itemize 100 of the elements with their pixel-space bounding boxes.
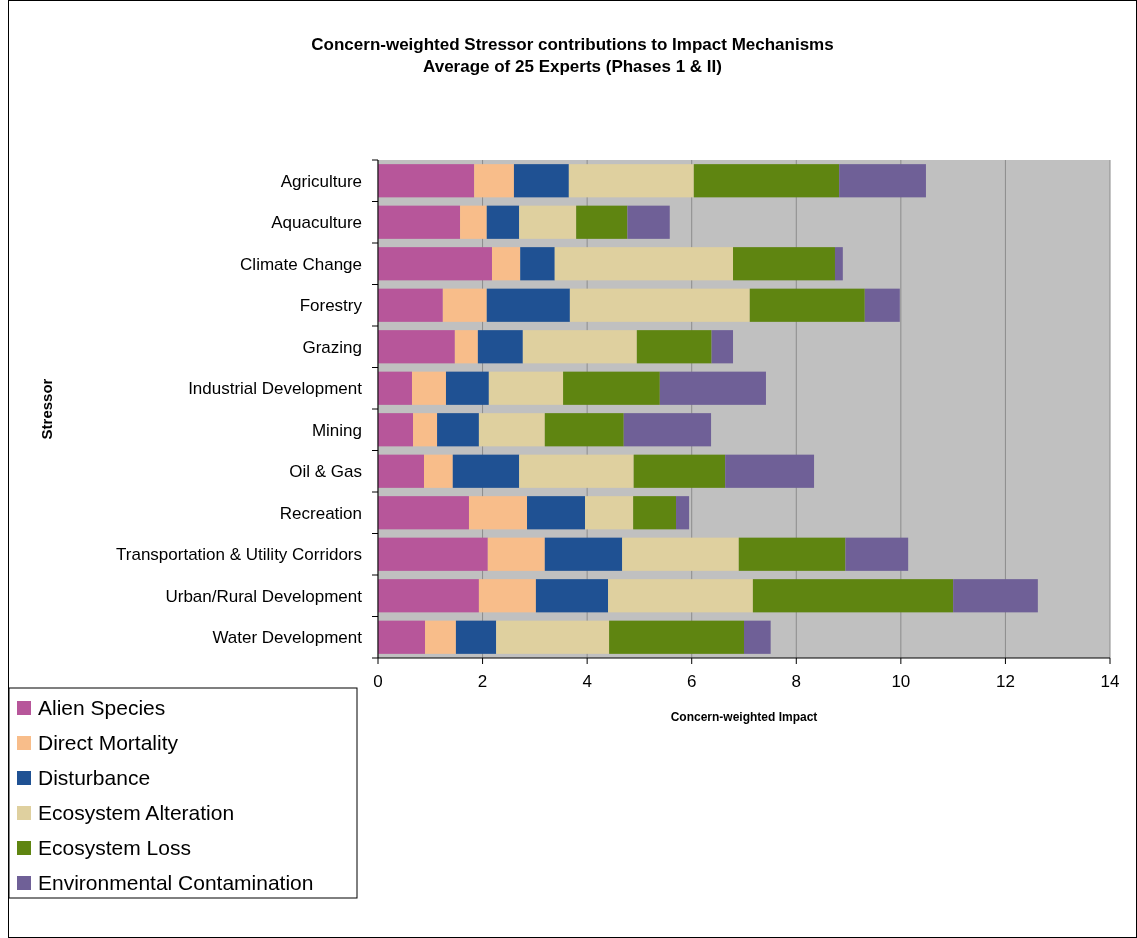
bar — [738, 537, 846, 571]
legend-label: Disturbance — [38, 766, 151, 790]
bar — [659, 371, 766, 405]
x-axis-title: Concern-weighted Impact — [670, 710, 818, 724]
bar — [622, 537, 739, 571]
y-tick-label: Oil & Gas — [289, 462, 362, 482]
x-tick-label: 8 — [791, 672, 802, 691]
bar — [519, 454, 634, 488]
x-tick-label: 14 — [1100, 672, 1120, 691]
bar — [460, 205, 487, 239]
bar — [563, 371, 660, 405]
bar — [585, 496, 634, 530]
x-tick-label: 0 — [373, 672, 383, 691]
x-tick-label: 4 — [582, 672, 592, 691]
bar — [953, 579, 1038, 613]
bar — [623, 413, 712, 447]
chart-title: Concern-weighted Stressor contributions to Impact Mechanisms Average of 25 Experts (Phases 1 & II) — [311, 35, 834, 76]
bar — [744, 620, 771, 654]
bar — [627, 205, 670, 239]
bar — [445, 371, 489, 405]
bar — [636, 330, 712, 364]
bar — [864, 288, 900, 322]
bar — [378, 413, 414, 447]
y-tick-label: Forestry — [299, 296, 363, 316]
bar — [378, 164, 475, 198]
bar — [749, 288, 865, 322]
x-tick-label: 12 — [995, 672, 1015, 691]
bar — [576, 205, 628, 239]
y-tick-label: Aquaculture — [271, 213, 362, 233]
y-axis-title: Stressor — [38, 378, 55, 440]
bar — [378, 537, 488, 571]
bar — [834, 247, 843, 281]
y-tick-label: Climate Change — [240, 254, 362, 274]
bar — [839, 164, 926, 198]
bar — [468, 496, 528, 530]
bar — [633, 454, 726, 488]
bar — [488, 371, 564, 405]
bar — [378, 496, 469, 530]
y-tick-label: Urban/Rural Development — [165, 586, 363, 606]
bar — [544, 537, 623, 571]
y-tick-label: Grazing — [302, 337, 362, 357]
bar — [752, 579, 954, 613]
bar — [693, 164, 840, 198]
x-tick-label: 6 — [686, 672, 697, 691]
bar — [676, 496, 690, 530]
bar — [486, 288, 570, 322]
bar — [544, 413, 624, 447]
bar — [378, 371, 412, 405]
x-tick-label: 2 — [477, 672, 488, 691]
legend-label: Environmental Contamination — [38, 871, 314, 895]
bar — [491, 247, 521, 281]
bar — [474, 164, 514, 198]
bar — [411, 371, 446, 405]
bar — [513, 164, 569, 198]
y-tick-label: Transportation & Utility Corridors — [116, 545, 362, 565]
bar — [424, 454, 453, 488]
bar — [519, 205, 577, 239]
bar — [477, 330, 523, 364]
bar — [486, 205, 520, 239]
bar — [633, 496, 677, 530]
bar — [378, 205, 461, 239]
bar — [711, 330, 734, 364]
bar — [413, 413, 438, 447]
bar — [425, 620, 456, 654]
bar — [535, 579, 609, 613]
bar — [733, 247, 835, 281]
bar — [487, 537, 545, 571]
bar — [452, 454, 520, 488]
bar — [608, 579, 753, 613]
bar — [478, 579, 536, 613]
bar — [454, 330, 478, 364]
bar — [609, 620, 744, 654]
bar — [378, 330, 455, 364]
bar — [522, 330, 637, 364]
bar — [378, 620, 426, 654]
bar — [437, 413, 479, 447]
bar — [455, 620, 497, 654]
legend-label: Ecosystem Alteration — [38, 801, 235, 825]
bar — [554, 247, 734, 281]
y-tick-label: Water Development — [212, 628, 363, 648]
y-tick-label: Mining — [311, 420, 362, 440]
y-tick-label: Recreation — [279, 503, 362, 523]
bar — [527, 496, 586, 530]
legend-label: Alien Species — [38, 696, 166, 720]
bar — [378, 288, 443, 322]
bar — [845, 537, 909, 571]
bar — [378, 579, 479, 613]
bar — [496, 620, 610, 654]
y-tick-label: Agriculture — [280, 171, 362, 191]
legend-label: Direct Mortality — [38, 731, 179, 755]
bar — [442, 288, 487, 322]
bar — [725, 454, 815, 488]
bar — [568, 164, 694, 198]
y-tick-label: Industrial Development — [188, 379, 363, 399]
bar — [569, 288, 750, 322]
legend-label: Ecosystem Loss — [38, 836, 191, 860]
bar — [378, 247, 492, 281]
x-tick-label: 10 — [891, 672, 911, 691]
bar — [520, 247, 555, 281]
bar — [378, 454, 425, 488]
